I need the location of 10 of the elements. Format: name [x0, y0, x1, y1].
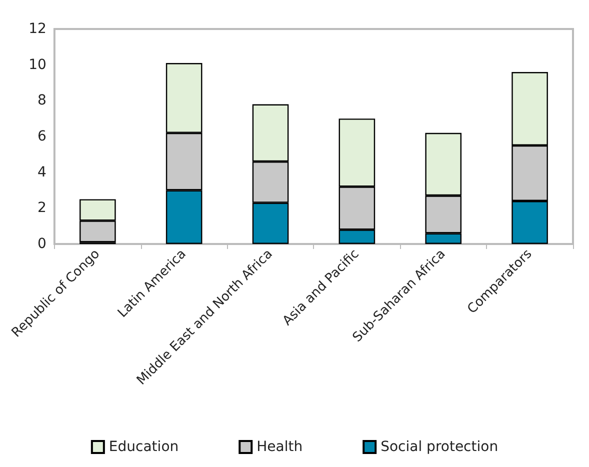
y-tick-label: 12 — [28, 21, 46, 37]
y-tick-label: 4 — [38, 164, 47, 180]
y-tick-label: 2 — [38, 200, 46, 216]
legend-label: Health — [256, 439, 303, 455]
legend-label: Social protection — [380, 439, 498, 455]
y-tick-label: 8 — [38, 92, 46, 109]
y-tick-label: 6 — [38, 128, 47, 144]
y-tick-label: 10 — [28, 56, 46, 73]
y-tick-label: 0 — [38, 236, 46, 252]
legend-label: Education — [108, 439, 179, 455]
